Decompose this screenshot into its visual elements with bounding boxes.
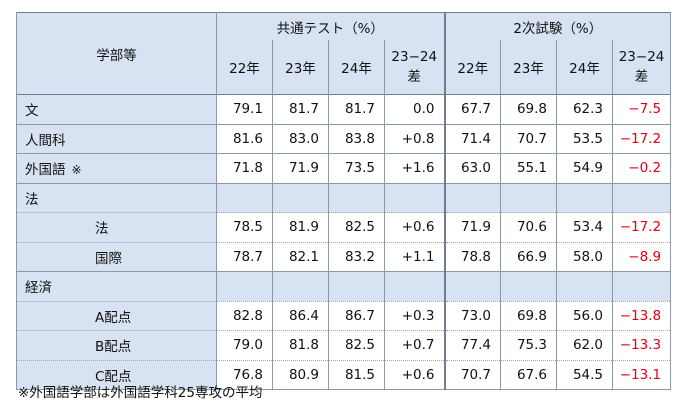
cell: −17.2 bbox=[612, 124, 672, 154]
cell: 58.0 bbox=[556, 242, 614, 272]
cell: 71.8 bbox=[216, 153, 273, 184]
diff-header: 23−24 差 bbox=[383, 40, 446, 95]
cell: 71.9 bbox=[443, 212, 502, 243]
cell: 81.7 bbox=[272, 94, 329, 125]
cell: 79.1 bbox=[216, 94, 273, 125]
cell: −13.8 bbox=[612, 301, 672, 331]
row-label: 法 bbox=[16, 212, 217, 243]
group-label: 経済 bbox=[16, 271, 217, 302]
cell: +0.7 bbox=[383, 330, 446, 361]
table-row: 人間科 81.6 83.0 83.8 +0.8 71.4 70.7 53.5 −… bbox=[16, 124, 672, 154]
cell: 53.4 bbox=[556, 212, 614, 243]
cell: +0.3 bbox=[383, 301, 446, 331]
row-label: 国際 bbox=[16, 242, 217, 272]
cell: 53.5 bbox=[556, 124, 614, 154]
cell: 69.8 bbox=[500, 301, 558, 331]
cell: +0.6 bbox=[383, 212, 446, 243]
row-label: A配点 bbox=[16, 301, 217, 331]
dept-column-header: 学部等 bbox=[16, 12, 217, 95]
cell: +0.6 bbox=[383, 360, 446, 390]
cell: 77.4 bbox=[443, 330, 502, 361]
cell: −13.3 bbox=[612, 330, 672, 361]
cell: 70.6 bbox=[500, 212, 558, 243]
cell: 0.0 bbox=[383, 94, 446, 125]
table-row: 国際 78.7 82.1 83.2 +1.1 78.8 66.9 58.0 −8… bbox=[16, 242, 672, 272]
cell: −0.2 bbox=[612, 153, 672, 184]
diff-header: 23−24 差 bbox=[612, 40, 672, 95]
cell: 70.7 bbox=[443, 360, 502, 390]
common-test-header: 共通テスト（%） bbox=[215, 12, 446, 40]
group-row: 経済 bbox=[16, 271, 672, 302]
cell: 70.7 bbox=[500, 124, 558, 154]
row-label: C配点 bbox=[16, 360, 217, 390]
cell: 81.8 bbox=[272, 330, 329, 361]
cell: 82.1 bbox=[272, 242, 329, 272]
group-row: 法 bbox=[16, 183, 672, 213]
cell: 73.0 bbox=[443, 301, 502, 331]
cell: −8.9 bbox=[612, 242, 672, 272]
cell: 67.6 bbox=[500, 360, 558, 390]
cell: +1.1 bbox=[383, 242, 446, 272]
cell: 54.5 bbox=[556, 360, 614, 390]
row-label: B配点 bbox=[16, 330, 217, 361]
cell: 81.5 bbox=[328, 360, 385, 390]
cell: 73.5 bbox=[328, 153, 385, 184]
cell: 62.0 bbox=[556, 330, 614, 361]
cell: 81.7 bbox=[328, 94, 385, 125]
cell: 67.7 bbox=[443, 94, 502, 125]
cell: 54.9 bbox=[556, 153, 614, 184]
cell: +0.8 bbox=[383, 124, 446, 154]
table-row: A配点 82.8 86.4 86.7 +0.3 73.0 69.8 56.0 −… bbox=[16, 301, 672, 331]
cell: 79.0 bbox=[216, 330, 273, 361]
cell: 71.4 bbox=[443, 124, 502, 154]
cell: 69.8 bbox=[500, 94, 558, 125]
cell: −13.1 bbox=[612, 360, 672, 390]
cell: −17.2 bbox=[612, 212, 672, 243]
cell: 66.9 bbox=[500, 242, 558, 272]
score-table: 学部等 共通テスト（%） 2次試験（%） 22年 23年 24年 23−24 差 … bbox=[16, 12, 672, 390]
cell: 71.9 bbox=[272, 153, 329, 184]
cell: 86.4 bbox=[272, 301, 329, 331]
cell: 82.5 bbox=[328, 330, 385, 361]
year-header: 22年 bbox=[216, 40, 273, 95]
row-label: 文 bbox=[16, 94, 217, 125]
cell: 75.3 bbox=[500, 330, 558, 361]
cell: 78.8 bbox=[443, 242, 502, 272]
cell: +1.6 bbox=[383, 153, 446, 184]
year-header: 24年 bbox=[328, 40, 385, 95]
table-row: B配点 79.0 81.8 82.5 +0.7 77.4 75.3 62.0 −… bbox=[16, 330, 672, 361]
cell: 62.3 bbox=[556, 94, 614, 125]
table-row: 法 78.5 81.9 82.5 +0.6 71.9 70.6 53.4 −17… bbox=[16, 212, 672, 243]
cell: 78.5 bbox=[216, 212, 273, 243]
cell: 56.0 bbox=[556, 301, 614, 331]
cell: 80.9 bbox=[272, 360, 329, 390]
second-exam-header: 2次試験（%） bbox=[443, 12, 672, 40]
cell: 78.7 bbox=[216, 242, 273, 272]
footnote: ※外国語学部は外国語学科25専攻の平均 bbox=[18, 385, 263, 401]
cell: 82.5 bbox=[328, 212, 385, 243]
cell: 63.0 bbox=[443, 153, 502, 184]
cell: 55.1 bbox=[500, 153, 558, 184]
cell: 83.0 bbox=[272, 124, 329, 154]
cell: 83.8 bbox=[328, 124, 385, 154]
year-header: 23年 bbox=[500, 40, 558, 95]
cell: 86.7 bbox=[328, 301, 385, 331]
row-label: 外国語 ※ bbox=[16, 153, 217, 184]
year-header: 23年 bbox=[272, 40, 329, 95]
table-row: C配点 76.8 80.9 81.5 +0.6 70.7 67.6 54.5 −… bbox=[16, 360, 672, 390]
cell: 81.6 bbox=[216, 124, 273, 154]
year-header: 24年 bbox=[556, 40, 614, 95]
row-label: 人間科 bbox=[16, 124, 217, 154]
table-row: 外国語 ※ 71.8 71.9 73.5 +1.6 63.0 55.1 54.9 … bbox=[16, 153, 672, 184]
group-label: 法 bbox=[16, 183, 217, 213]
year-header: 22年 bbox=[443, 40, 502, 95]
cell: 82.8 bbox=[216, 301, 273, 331]
cell: −7.5 bbox=[612, 94, 672, 125]
table-row: 文 79.1 81.7 81.7 0.0 67.7 69.8 62.3 −7.5 bbox=[16, 94, 672, 125]
cell: 76.8 bbox=[216, 360, 273, 390]
cell: 83.2 bbox=[328, 242, 385, 272]
cell: 81.9 bbox=[272, 212, 329, 243]
